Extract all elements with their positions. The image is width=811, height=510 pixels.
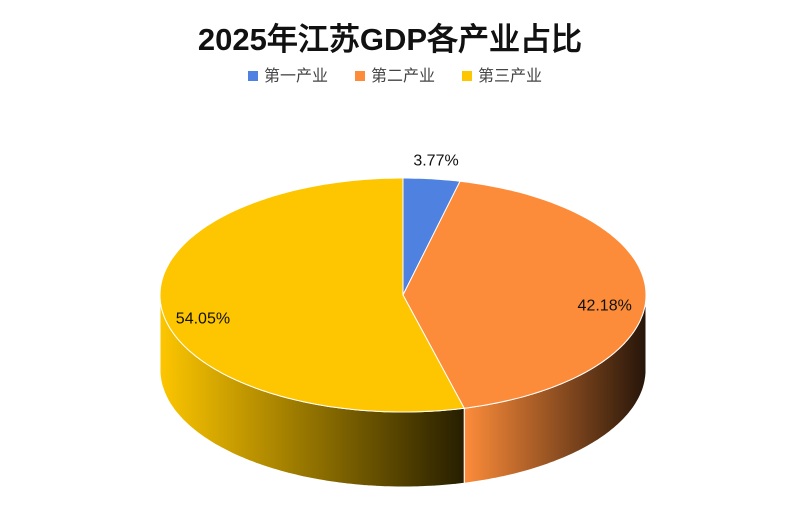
data-label: 42.18% bbox=[578, 297, 632, 314]
data-label: 3.77% bbox=[413, 153, 458, 170]
legend-swatch bbox=[248, 71, 258, 81]
legend-swatch bbox=[355, 71, 365, 81]
pie-slice bbox=[402, 180, 647, 409]
chart-title: 2025年江苏GDP各产业占比 bbox=[198, 22, 582, 57]
legend-label: 第二产业 bbox=[371, 67, 435, 85]
legend-label: 第一产业 bbox=[264, 67, 328, 85]
pie-slice bbox=[159, 177, 465, 413]
legend-swatch bbox=[462, 71, 472, 81]
data-label: 54.05% bbox=[176, 311, 230, 328]
legend-label: 第三产业 bbox=[478, 67, 542, 85]
